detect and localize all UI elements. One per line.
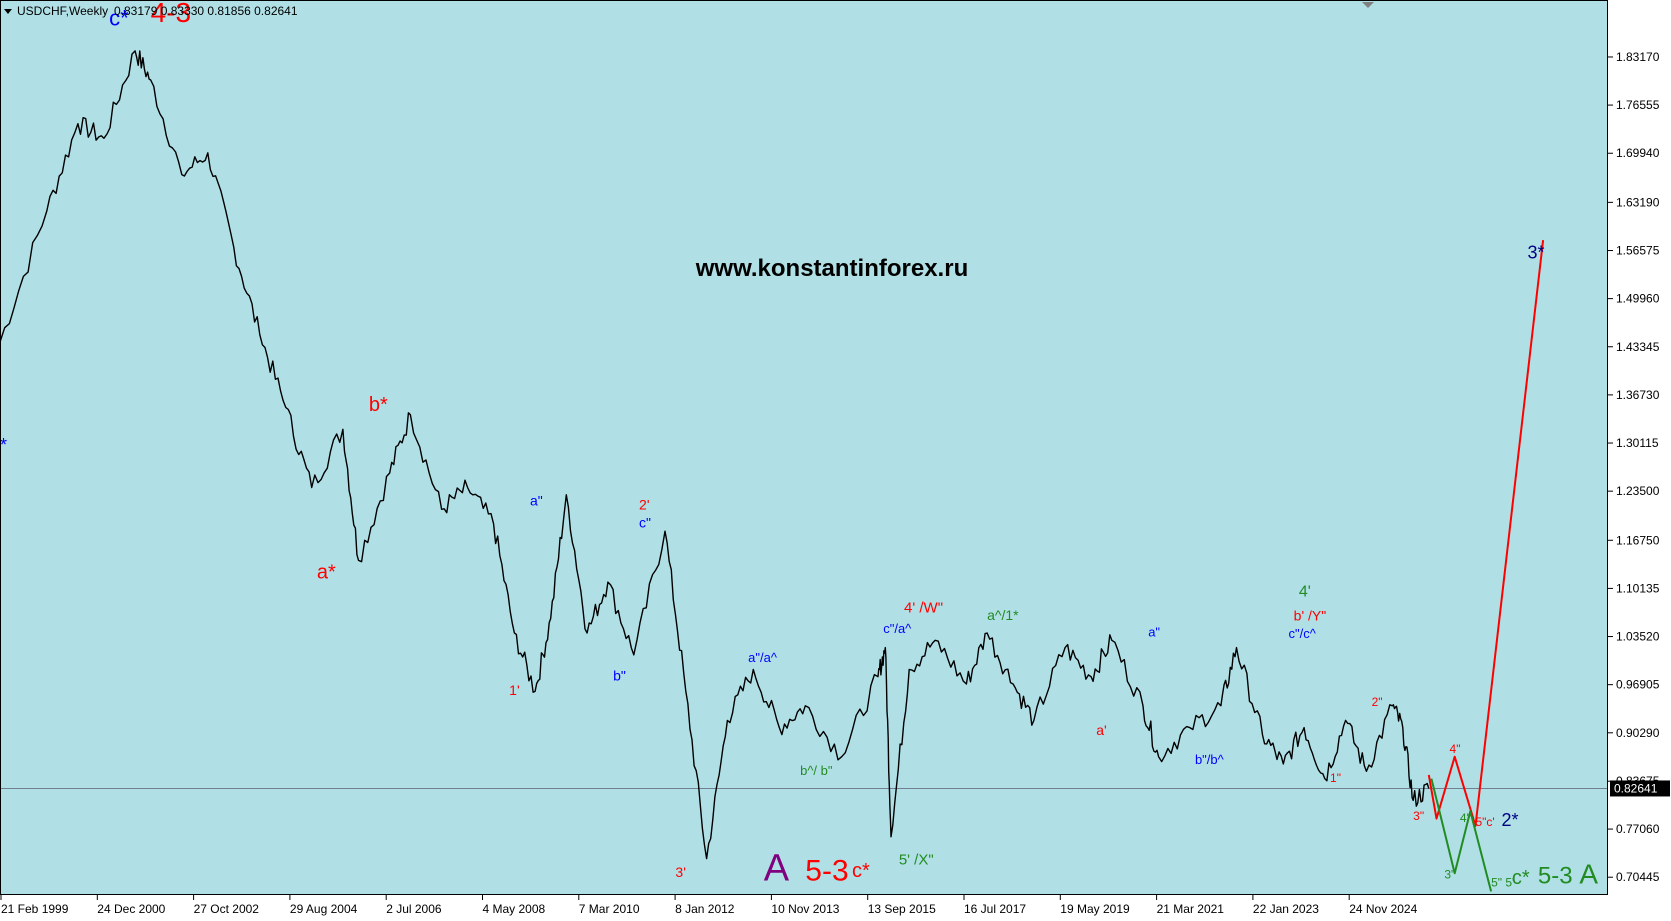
wave-label: 5" 5': [1491, 875, 1514, 889]
wave-label: 5"c': [1476, 815, 1495, 829]
x-tick-label: 2 Jul 2006: [386, 902, 442, 916]
x-tick-label: 4 May 2008: [483, 902, 546, 916]
x-tick-label: 19 May 2019: [1060, 902, 1130, 916]
wave-label: A: [764, 847, 790, 889]
scroll-marker-icon[interactable]: [1362, 2, 1374, 8]
y-tick-label: 1.83170: [1616, 50, 1660, 64]
y-tick-label: 1.10135: [1616, 581, 1660, 595]
wave-label: c"/c^: [1288, 626, 1316, 641]
symbol-label: USDCHF,Weekly: [17, 4, 108, 18]
x-tick-label: 16 Jul 2017: [964, 902, 1026, 916]
wave-label: c*: [1512, 867, 1530, 889]
x-tick-label: 24 Nov 2024: [1349, 902, 1417, 916]
wave-label: c*: [109, 5, 129, 30]
wave-label: a"/a^: [748, 650, 778, 665]
wave-label: *: [0, 435, 7, 455]
wave-label: 4": [1460, 811, 1471, 825]
ohlc-values: 0.83179 0.83330 0.81856 0.82641: [114, 4, 298, 18]
wave-label: 2": [1372, 695, 1383, 709]
x-tick-label: 21 Mar 2021: [1157, 902, 1225, 916]
wave-label: 3*: [1527, 242, 1544, 262]
x-tick-label: 22 Jan 2023: [1253, 902, 1319, 916]
y-tick-label: 1.03520: [1616, 630, 1660, 644]
wave-label: a": [1148, 625, 1160, 640]
wave-label: 3": [1444, 867, 1455, 881]
y-tick-label: 1.36730: [1616, 388, 1660, 402]
current-price-tag: [1610, 780, 1670, 797]
wave-label: 4' /W": [904, 600, 943, 617]
wave-label: 5-3: [805, 854, 848, 887]
wave-label: b' /Y": [1294, 608, 1327, 624]
x-tick-label: 13 Sep 2015: [868, 902, 936, 916]
wave-label: a': [1096, 722, 1106, 738]
y-tick-label: 1.43345: [1616, 340, 1660, 354]
wave-label: 3': [675, 864, 685, 880]
wave-label: 4": [1450, 742, 1461, 756]
x-tick-label: 8 Jan 2012: [675, 902, 735, 916]
y-tick-label: 1.16750: [1616, 533, 1660, 547]
wave-label: 2*: [1501, 810, 1518, 830]
price-axis: 1.83170 1.76555 1.69940 1.63190 1.56575 1.499…: [1608, 50, 1670, 884]
wave-label: b^/ b": [800, 763, 833, 778]
y-tick-label: 0.96905: [1616, 678, 1660, 692]
chart-frame: [0, 0, 1608, 895]
wave-label: 1': [509, 682, 519, 698]
y-tick-label: 0.90290: [1616, 726, 1660, 740]
wave-label: b": [613, 667, 626, 683]
projection-path-1: [1427, 239, 1545, 827]
y-tick-label: 1.23500: [1616, 484, 1660, 498]
wave-label: 4-3: [151, 0, 191, 28]
current-price-label: 0.82641: [1614, 781, 1658, 795]
wave-label: b*: [369, 394, 388, 416]
time-axis: 21 Feb 1999 24 Dec 2000 27 Oct 2002 29 Aug …: [0, 895, 1418, 916]
wave-label: 4': [1299, 584, 1311, 601]
wave-label: a^/1*: [987, 607, 1019, 623]
wave-label: c": [639, 515, 651, 531]
wave-label: a": [530, 493, 543, 509]
x-tick-label: 7 Mar 2010: [579, 902, 640, 916]
wave-label: 3": [1413, 809, 1424, 823]
x-tick-label: 29 Aug 2004: [290, 902, 358, 916]
x-tick-label: 10 Nov 2013: [771, 902, 839, 916]
price-series-line: [0, 50, 1430, 860]
wave-label: c"/a^: [883, 621, 912, 636]
wave-label: 5-3: [1538, 862, 1573, 889]
watermark-url: www.konstantinforex.ru: [695, 255, 968, 282]
y-tick-label: 0.70445: [1616, 870, 1660, 884]
y-tick-label: 1.76555: [1616, 98, 1660, 112]
y-tick-label: 1.49960: [1616, 292, 1660, 306]
y-tick-label: 1.30115: [1616, 436, 1659, 450]
wave-annotations: c* 4-3*b*a*a"1'b"2'c"3'a"/a^b^/ b"A 5-3 c* 5…: [0, 0, 1598, 889]
symbol-menu-icon[interactable]: [4, 9, 12, 14]
wave-label: 1": [1330, 771, 1341, 785]
wave-label: 5' /X": [899, 851, 934, 868]
x-tick-label: 27 Oct 2002: [194, 902, 260, 916]
wave-label: c*: [852, 860, 870, 882]
y-tick-label: 1.56575: [1616, 244, 1660, 258]
y-tick-label: 1.69940: [1616, 146, 1660, 160]
wave-label: b"/b^: [1195, 752, 1225, 767]
chart-header: USDCHF,Weekly 0.83179 0.83330 0.81856 0.…: [4, 4, 298, 18]
wave-label: 2': [639, 496, 649, 512]
wave-label: a*: [317, 561, 336, 583]
wave-label: A: [1579, 858, 1598, 889]
y-tick-label: 1.63190: [1616, 195, 1660, 209]
x-tick-label: 21 Feb 1999: [1, 902, 69, 916]
price-series-layer: [0, 50, 1545, 892]
x-tick-label: 24 Dec 2000: [97, 902, 165, 916]
y-tick-label: 0.77060: [1616, 822, 1660, 836]
projection-path-2: [1430, 778, 1493, 892]
chart-background: [0, 0, 1608, 895]
